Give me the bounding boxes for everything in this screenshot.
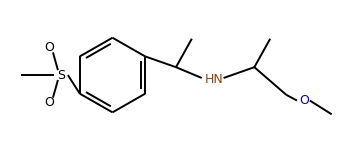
Text: O: O	[299, 94, 309, 107]
Text: HN: HN	[204, 73, 223, 86]
Text: S: S	[57, 69, 65, 82]
Text: O: O	[44, 96, 54, 109]
Text: O: O	[44, 41, 54, 54]
